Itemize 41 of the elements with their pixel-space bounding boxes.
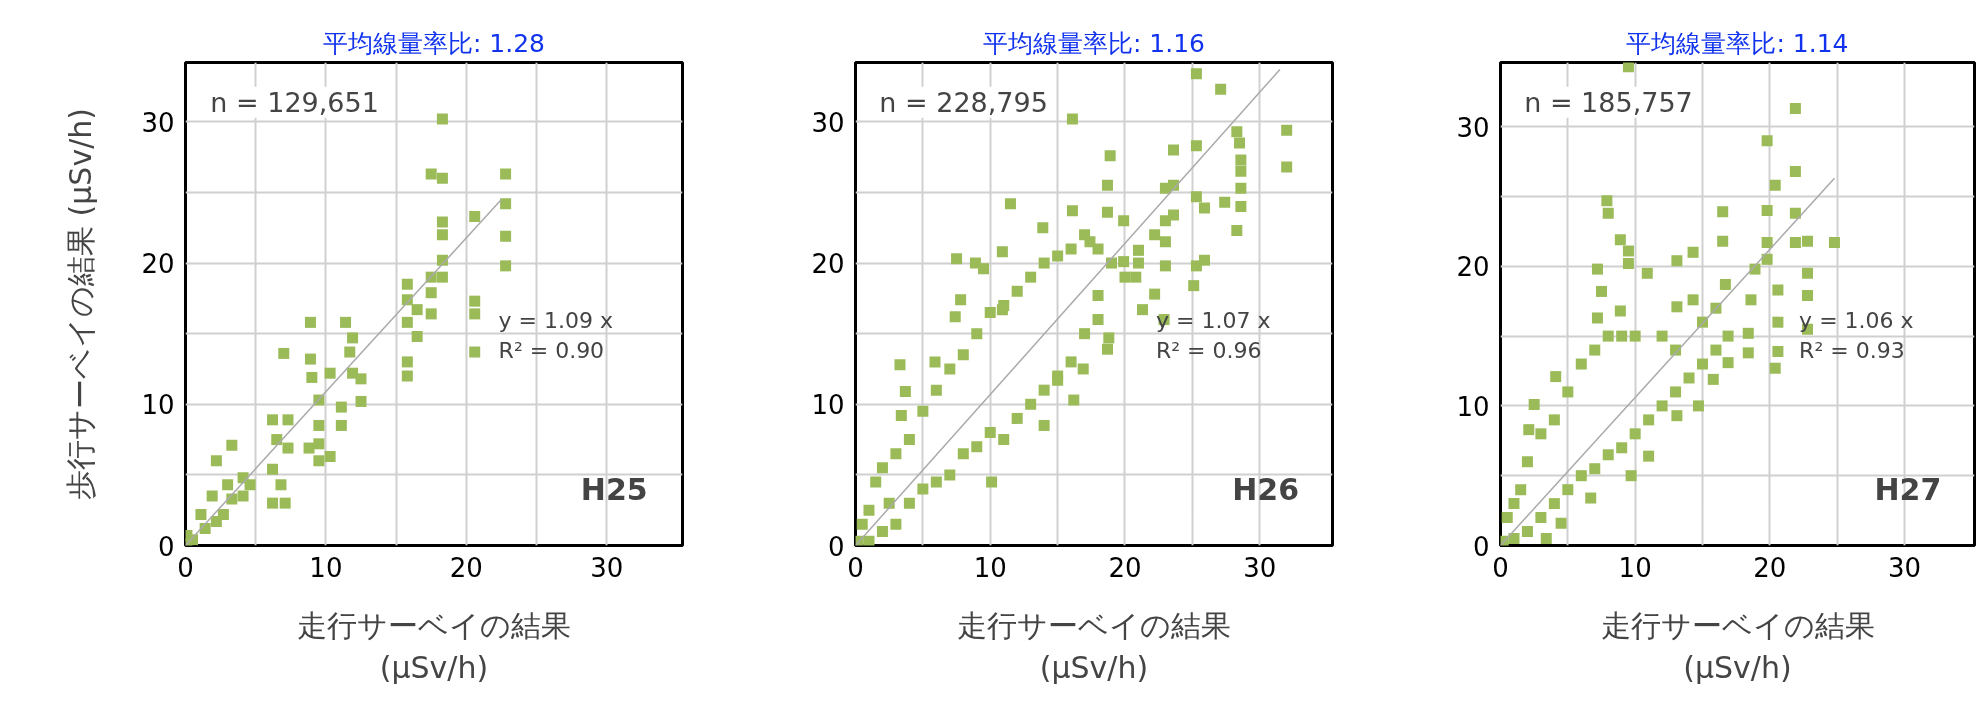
y-tick-label: 0 (1472, 531, 1490, 562)
y-tick-label: 10 (1456, 391, 1490, 422)
annotation: H26 (1232, 471, 1300, 507)
x-tick-label: 0 (177, 552, 194, 583)
y-tick-label: 20 (141, 249, 175, 280)
annotation: H27 (1874, 471, 1942, 507)
x-tick-label: 10 (309, 552, 343, 583)
x-tick-label: 30 (1887, 552, 1922, 583)
y-tick-label: 10 (811, 390, 845, 421)
x-tick-label: 10 (973, 552, 1007, 583)
annotation: R² = 0.96 (1156, 337, 1262, 363)
x-tick-label: 20 (1753, 552, 1787, 583)
annotation: H25 (580, 471, 648, 507)
x-tick-label: 20 (449, 552, 483, 583)
x-tick-label: 10 (1618, 552, 1652, 583)
x-axis-title: 走行サーベイの結果 (μSv/h) (1600, 607, 1875, 685)
y-tick-label: 20 (811, 249, 845, 280)
y-tick-label: 0 (827, 531, 845, 562)
annotation: R² = 0.90 (498, 337, 605, 363)
annotation: n = 185,757 (1524, 86, 1693, 118)
annotation: n = 228,795 (879, 86, 1048, 118)
annotation: R² = 0.93 (1799, 337, 1905, 363)
y-tick-label: 10 (141, 390, 175, 421)
annotation: y = 1.09 x (498, 307, 614, 333)
x-axis-title: 走行サーベイの結果 (μSv/h) (297, 607, 571, 685)
x-tick-label: 30 (590, 552, 624, 583)
y-tick-label: 20 (1456, 252, 1490, 283)
y-tick-label: 30 (1456, 112, 1490, 143)
x-axis-title: 走行サーベイの結果 (μSv/h) (957, 607, 1231, 685)
chart-title: 平均線量率比: 1.14 (1626, 28, 1849, 58)
annotation: n = 129,651 (210, 86, 379, 118)
x-tick-label: 0 (1492, 552, 1509, 583)
x-tick-label: 20 (1108, 552, 1142, 583)
y-axis-title: 歩行サーベイの結果 (μSv/h) (63, 108, 99, 500)
y-tick-label: 30 (141, 107, 175, 138)
chart-title: 平均線量率比: 1.16 (982, 28, 1206, 58)
y-tick-label: 0 (157, 531, 175, 562)
y-tick-label: 30 (811, 107, 845, 138)
x-tick-label: 0 (847, 552, 864, 583)
x-tick-label: 30 (1243, 552, 1277, 583)
chart-title: 平均線量率比: 1.28 (322, 28, 546, 58)
